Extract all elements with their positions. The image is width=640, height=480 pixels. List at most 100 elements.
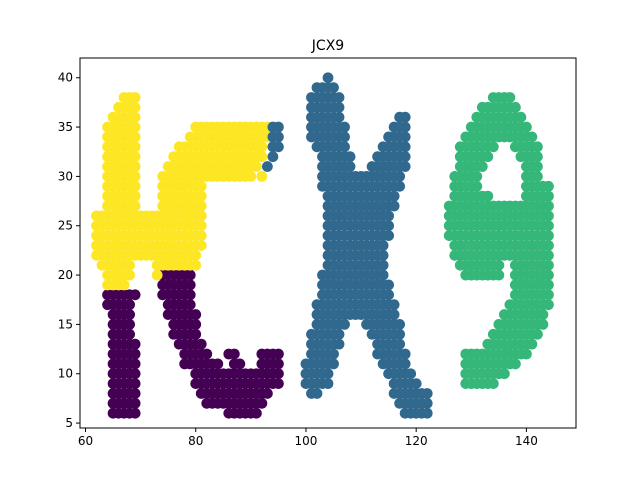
scatter-point [487,378,499,389]
scatter-point [328,82,339,93]
scatter-point [129,190,141,202]
scatter-point [394,328,406,340]
scatter-point [129,407,141,419]
scatter-point [405,368,417,380]
scatter-point [201,348,213,360]
scatter-point [129,368,141,380]
scatter-point [333,111,345,123]
scatter-point [543,210,554,222]
scatter-point [471,171,483,182]
scatter-point [515,111,527,123]
x-tick-label: 120 [405,434,428,448]
scatter-point [532,151,543,163]
scatter-point [377,259,389,271]
scatter-point [328,358,339,370]
scatter-point [339,141,350,153]
scatter-point [234,358,246,370]
scatter-point [383,220,395,232]
scatter-point [509,358,521,370]
scatter-point [537,319,549,330]
scatter-point [129,348,141,360]
scatter-point [129,200,141,212]
scatter-point [421,407,433,419]
scatter-point [532,328,543,340]
scatter-point [394,180,406,192]
scatter-point [487,141,499,153]
scatter-point [322,378,334,389]
y-tick-label: 20 [58,268,73,282]
scatter-point [543,180,554,192]
scatter-point [543,200,554,212]
y-tick-label: 35 [58,120,73,134]
scatter-point [195,220,207,232]
scatter-point [184,299,196,311]
scatter-point [190,249,202,261]
scatter-point [377,240,389,251]
x-axis-ticks: 60 80 100 120 140 [78,428,538,448]
axes-layer [79,57,577,429]
y-tick-label: 40 [58,71,73,85]
scatter-point [250,407,262,419]
y-tick-label: 5 [65,416,73,430]
scatter-point [526,131,538,143]
scatter-point [129,397,141,409]
scatter-point [532,161,543,172]
scatter-point [256,397,268,409]
scatter-point [498,368,510,380]
scatter-point [333,328,345,340]
plot-frame [79,57,577,429]
scatter-point [124,269,135,281]
scatter-point [388,299,400,311]
y-tick-label: 10 [58,367,73,381]
scatter-point [129,358,141,370]
scatter-point [344,151,356,163]
scatter-point [399,348,411,360]
scatter-point [543,299,554,311]
scatter-point [399,358,411,370]
scatter-point [399,151,411,163]
scatter-point [471,180,483,192]
scatter-point [509,101,521,113]
scatter-point [377,249,389,261]
scatter-point [256,171,268,182]
scatter-point [399,141,411,153]
scatter-point [118,279,130,291]
scatter-point [543,230,554,242]
scatter-point [195,190,207,202]
x-tick-label: 80 [188,434,203,448]
scatter-point [151,269,163,281]
scatter-point [190,328,202,340]
scatter-point [322,72,334,84]
scatter-point [543,220,554,232]
scatter-point [195,210,207,222]
scatter-point [256,141,268,153]
scatter-point [261,161,273,172]
scatter-point [521,121,532,133]
scatter-point [476,161,488,172]
scatter-point [383,210,395,222]
scatter-point [377,269,389,281]
scatter-point [256,151,268,163]
scatter-point [333,338,345,350]
x-tick-label: 140 [515,434,538,448]
scatter-point [543,259,554,271]
scatter-point [184,279,196,291]
scatter-point [129,131,141,143]
scatter-point [383,289,395,301]
scatter-point [394,319,406,330]
scatter-point [273,141,284,153]
scatter-point [333,101,345,113]
scatter-point [399,121,411,133]
scatter-point [394,171,406,182]
scatter-point [383,279,395,291]
scatter-point [124,319,135,330]
scatter-point [543,240,554,251]
scatter-point [521,348,532,360]
scatter-point [273,131,284,143]
scatter-point [124,309,135,320]
scatter-point [333,92,345,103]
y-axis-ticks: 5 10 15 20 25 30 35 40 [58,71,80,430]
scatter-point [388,190,400,202]
points-layer [91,72,554,419]
scatter-point [250,161,262,172]
